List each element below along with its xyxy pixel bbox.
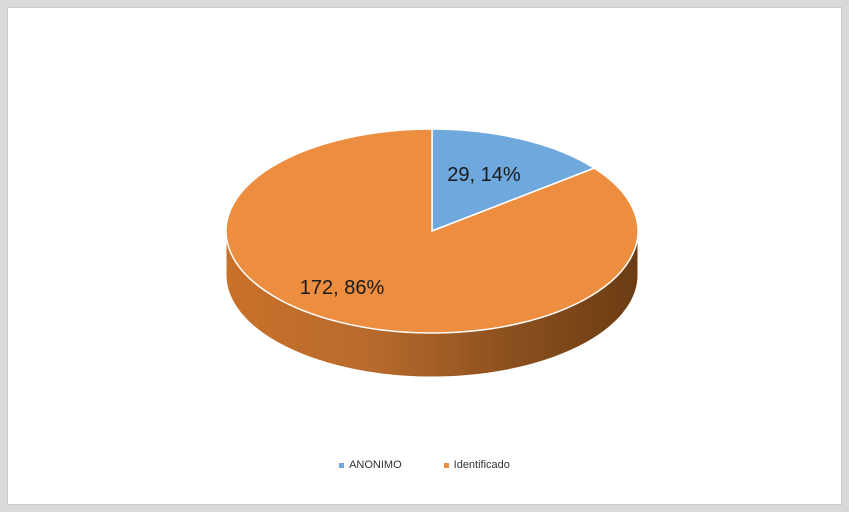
legend-label-identificado: Identificado [453,459,510,471]
legend-item-identificado: Identificado [443,459,510,471]
pie-data-labels: 29, 14% 172, 86% [300,164,521,299]
data-label-anonimo: 29, 14% [447,164,521,186]
pie-chart: 29, 14% 172, 86% [225,128,639,378]
legend-label-anonimo: ANONIMO [349,459,402,471]
legend-item-anonimo: ANONIMO [339,459,402,471]
pie-top-face [225,128,639,334]
legend: ANONIMO Identificado [8,459,841,471]
chart-area: 29, 14% 172, 86% ANONIMO Identificado [7,7,842,505]
legend-swatch-anonimo [339,462,345,468]
pie-slice-anonimo [431,128,596,233]
legend-swatch-identificado [443,462,449,468]
pie-slice-identificado [225,128,639,334]
data-label-identificado: 172, 86% [300,277,385,299]
